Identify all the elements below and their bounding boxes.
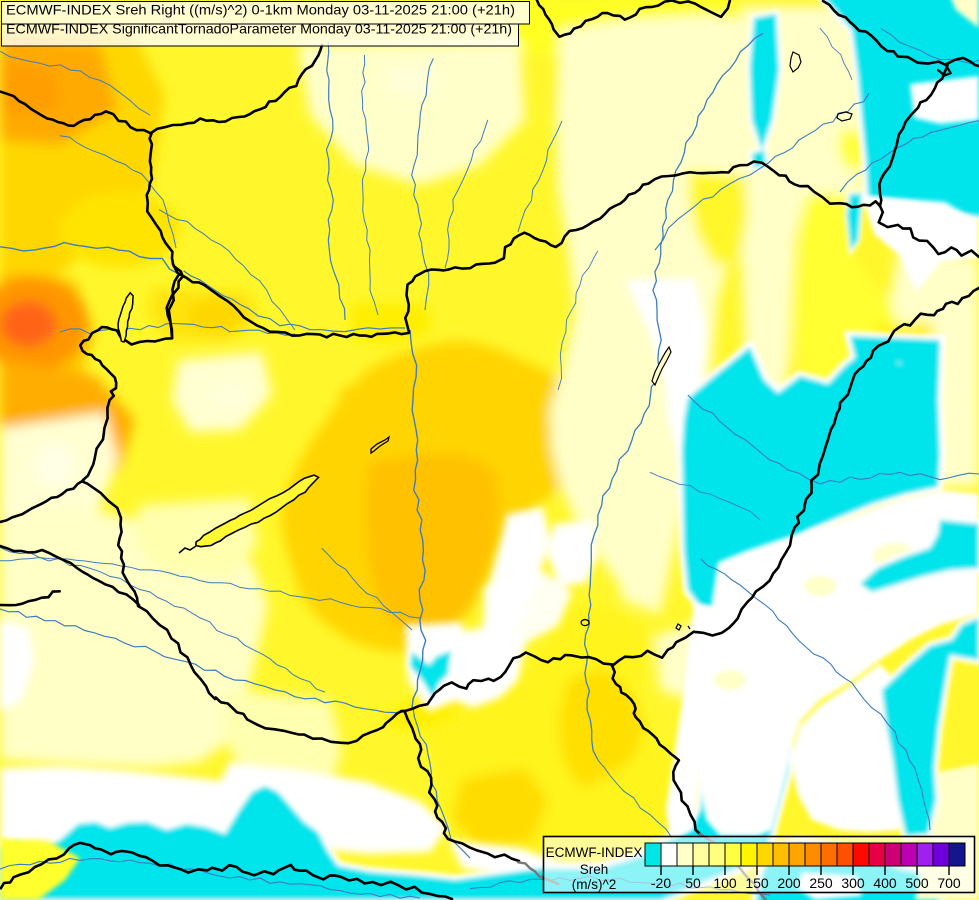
svg-text:250: 250 (809, 875, 833, 891)
svg-text:200: 200 (777, 875, 801, 891)
svg-text:100: 100 (713, 875, 737, 891)
svg-text:ECMWF-INDEX: ECMWF-INDEX (546, 845, 643, 860)
svg-text:ECMWF-INDEX SignificantTornado: ECMWF-INDEX SignificantTornadoParameter … (6, 22, 512, 37)
svg-text:50: 50 (685, 875, 701, 891)
svg-text:500: 500 (905, 875, 929, 891)
svg-text:Sreh: Sreh (580, 862, 609, 877)
svg-text:150: 150 (745, 875, 769, 891)
svg-text:700: 700 (937, 875, 961, 891)
svg-text:-20: -20 (651, 875, 671, 891)
svg-text:400: 400 (873, 875, 897, 891)
svg-text:(m/s)^2: (m/s)^2 (572, 877, 617, 892)
svg-text:ECMWF-INDEX Sreh Right ((m/s)^: ECMWF-INDEX Sreh Right ((m/s)^2) 0-1km M… (6, 3, 515, 18)
svg-text:300: 300 (841, 875, 865, 891)
